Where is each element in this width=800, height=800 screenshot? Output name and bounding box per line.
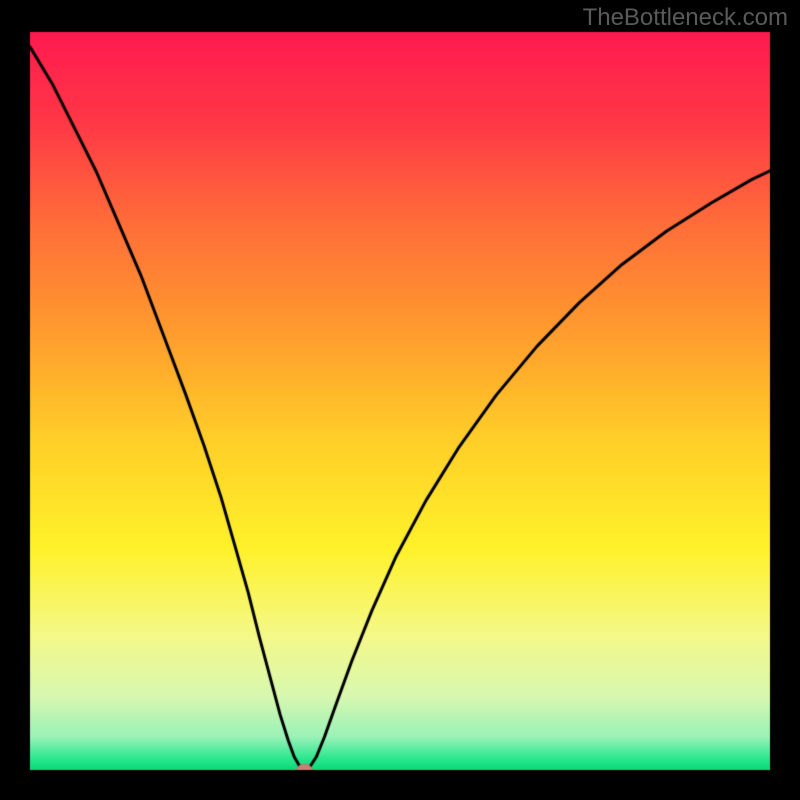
watermark-text: TheBottleneck.com: [583, 4, 788, 32]
chart-canvas: [0, 0, 800, 800]
bottleneck-chart: TheBottleneck.com: [0, 0, 800, 800]
